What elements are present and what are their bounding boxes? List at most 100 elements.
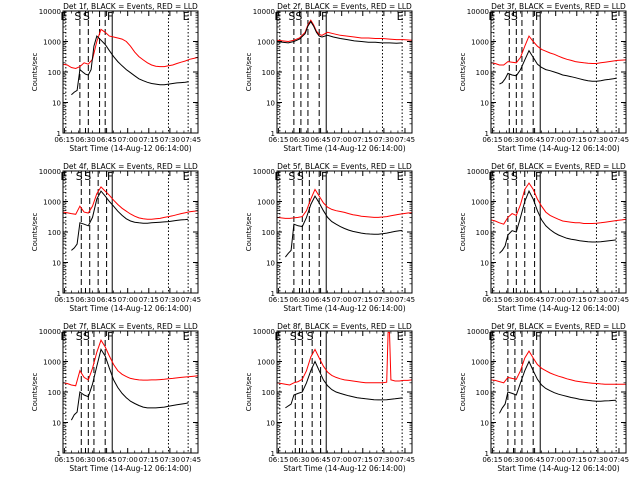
x-tick-label: 07:45 — [181, 456, 201, 464]
event-marker-label: E — [183, 170, 190, 183]
y-tick-label: 1000 — [43, 39, 61, 47]
y-tick-label: 10 — [480, 100, 489, 108]
y-tick-label: 1 — [271, 130, 275, 138]
x-tick-label: 07:30 — [160, 296, 180, 304]
x-tick-label: 07:00 — [118, 136, 138, 144]
panel-title: Det 8f, BLACK = Events, RED = LLD — [277, 322, 412, 331]
event-marker-label: S — [83, 330, 90, 343]
event-marker-label: S — [509, 330, 516, 343]
x-tick-label: 07:15 — [353, 136, 373, 144]
y-tick-label: 1 — [57, 290, 61, 298]
y-tick-label: 100 — [262, 69, 275, 77]
y-axis-label: Counts/sec — [245, 53, 253, 92]
x-tick-label: 06:30 — [75, 296, 95, 304]
x-tick-label: 07:45 — [395, 296, 415, 304]
event-marker-label: F — [107, 170, 113, 183]
x-tick-label: 07:00 — [118, 456, 138, 464]
event-marker-label: E — [397, 10, 404, 23]
event-marker-label: S — [297, 330, 304, 343]
event-marker-label: E — [274, 170, 281, 183]
event-marker-label: S — [297, 170, 304, 183]
panel-title: Det 7f, BLACK = Events, RED = LLD — [63, 322, 198, 331]
series-lld-line — [491, 35, 626, 66]
y-tick-label: 10000 — [253, 328, 275, 336]
event-marker-label: E — [611, 170, 618, 183]
event-marker-label: F — [535, 330, 541, 343]
panel-title: Det 3f, BLACK = Events, RED = LLD — [491, 2, 626, 11]
x-tick-label: 06:45 — [525, 456, 545, 464]
y-tick-label: 100 — [48, 229, 61, 237]
y-tick-label: 1000 — [43, 199, 61, 207]
y-tick-label: 10000 — [467, 168, 489, 176]
x-tick-label: 06:45 — [525, 136, 545, 144]
x-tick-label: 07:15 — [567, 456, 587, 464]
x-tick-label: 07:15 — [353, 296, 373, 304]
y-tick-label: 10 — [266, 420, 275, 428]
x-tick-label: 06:45 — [311, 296, 331, 304]
y-tick-label: 10000 — [39, 328, 61, 336]
x-tick-label: 07:45 — [181, 296, 201, 304]
series-lld-line — [63, 339, 198, 387]
y-axis-label: Counts/sec — [245, 373, 253, 412]
event-marker-label: F — [535, 10, 541, 23]
event-marker-label: E — [274, 10, 281, 23]
y-tick-label: 1000 — [257, 39, 275, 47]
y-tick-label: 1 — [271, 450, 275, 458]
x-tick-label: 06:45 — [97, 296, 117, 304]
x-tick-label: 07:45 — [395, 456, 415, 464]
event-marker-label: S — [502, 170, 509, 183]
event-marker-label: E — [397, 330, 404, 343]
x-tick-label: 06:15 — [54, 296, 74, 304]
event-marker-label: F — [107, 10, 113, 23]
y-tick-label: 10000 — [467, 8, 489, 16]
event-marker-label: S — [84, 170, 91, 183]
x-tick-label: 07:00 — [546, 296, 566, 304]
x-tick-label: 06:45 — [311, 136, 331, 144]
event-marker-label: F — [321, 170, 327, 183]
event-marker-label: E — [60, 170, 67, 183]
x-tick-label: 06:15 — [54, 456, 74, 464]
x-tick-label: 06:15 — [268, 136, 288, 144]
y-tick-label: 100 — [262, 229, 275, 237]
x-tick-label: 07:45 — [181, 136, 201, 144]
event-marker-label: E — [611, 330, 618, 343]
series-lld-line — [63, 28, 198, 70]
plot-frame — [490, 330, 627, 454]
y-axis-label: Counts/sec — [459, 373, 467, 412]
x-tick-label: 07:30 — [588, 456, 608, 464]
y-tick-label: 1000 — [257, 199, 275, 207]
series-events-line — [499, 189, 617, 254]
panel-title: Det 6f, BLACK = Events, RED = LLD — [491, 162, 626, 171]
event-marker-label: S — [74, 10, 81, 23]
event-marker-label: E — [397, 170, 404, 183]
y-tick-label: 1 — [485, 290, 489, 298]
x-tick-label: 06:15 — [482, 456, 502, 464]
y-axis-label: Counts/sec — [31, 53, 39, 92]
x-tick-label: 06:30 — [503, 296, 523, 304]
x-tick-label: 07:45 — [395, 136, 415, 144]
x-tick-label: 06:15 — [268, 296, 288, 304]
y-tick-label: 100 — [476, 389, 489, 397]
x-tick-label: 07:15 — [567, 296, 587, 304]
y-tick-label: 10000 — [253, 8, 275, 16]
event-marker-label: E — [488, 10, 495, 23]
y-tick-label: 1000 — [471, 199, 489, 207]
event-marker-label: S — [307, 330, 314, 343]
series-events-line — [277, 20, 403, 44]
event-marker-label: S — [295, 10, 302, 23]
x-tick-label: 07:00 — [118, 296, 138, 304]
y-tick-label: 10 — [52, 100, 61, 108]
event-marker-label: E — [488, 170, 495, 183]
event-marker-label: S — [511, 10, 518, 23]
y-tick-label: 1 — [57, 450, 61, 458]
event-marker-label: S — [76, 330, 83, 343]
y-tick-label: 10 — [480, 420, 489, 428]
event-marker-label: E — [183, 10, 190, 23]
x-axis-label: Start Time (14-Aug-12 06:14:00) — [497, 464, 619, 473]
x-tick-label: 07:00 — [332, 136, 352, 144]
x-tick-label: 07:00 — [332, 456, 352, 464]
